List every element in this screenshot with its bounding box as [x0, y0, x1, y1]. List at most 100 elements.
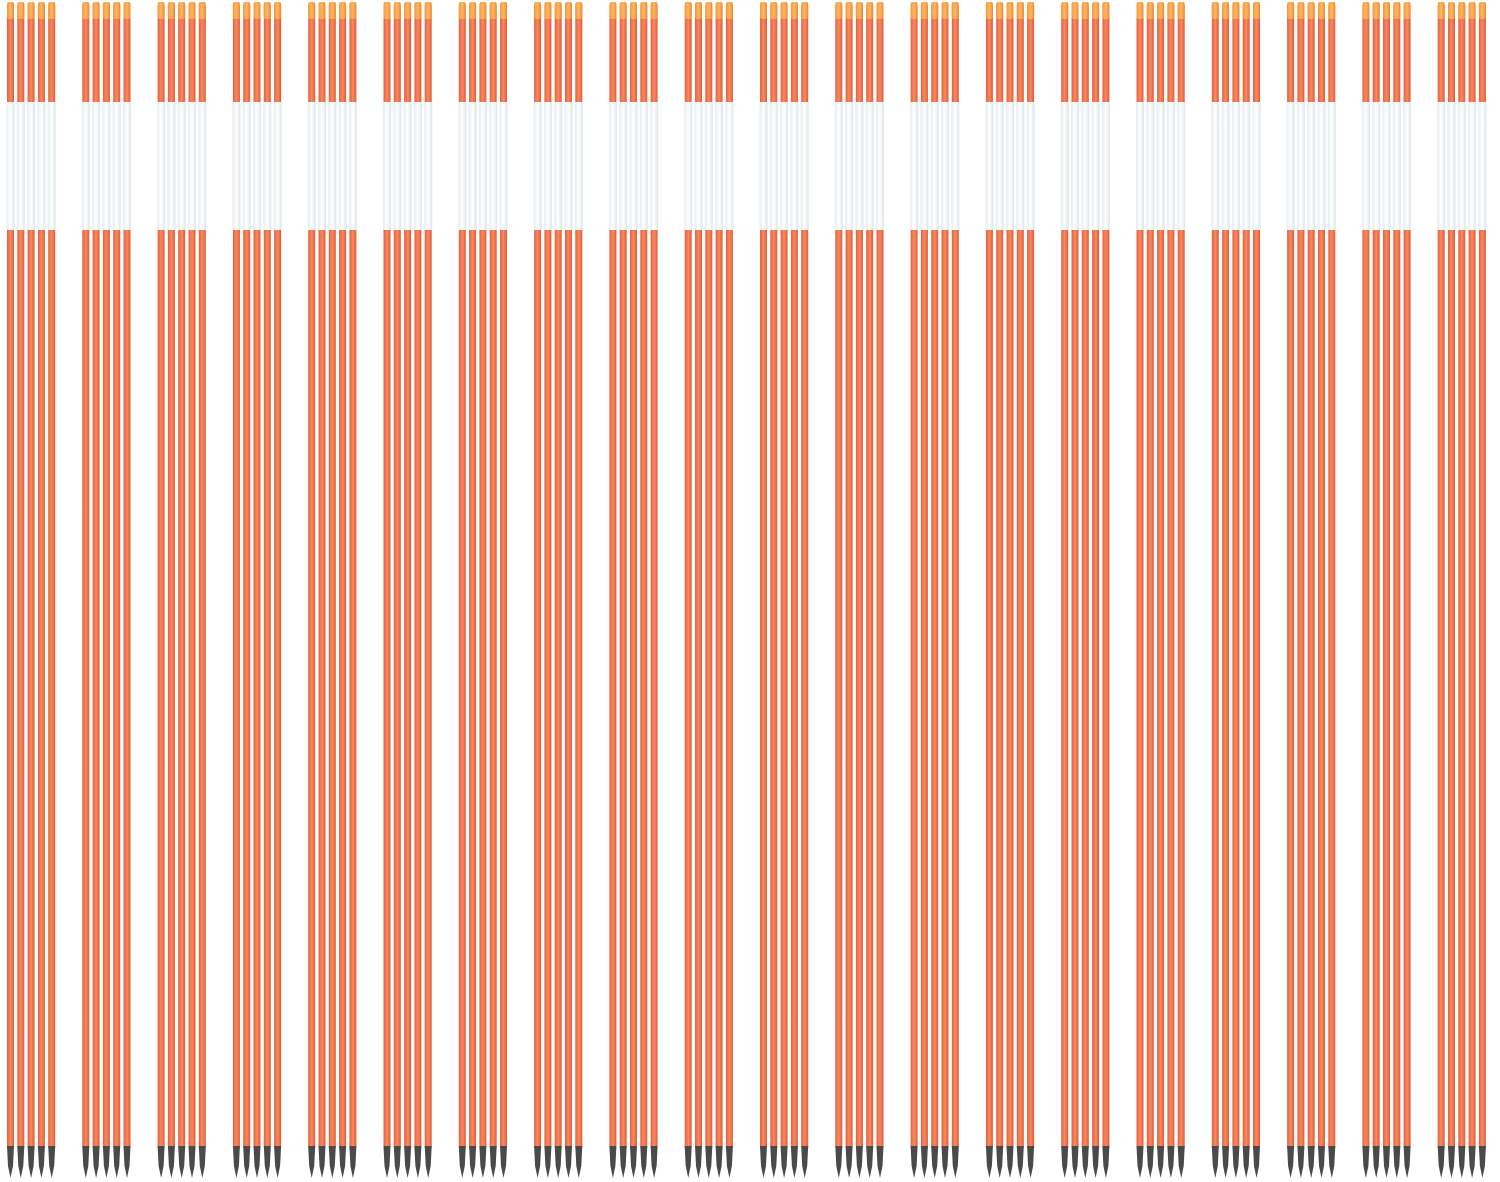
stake [1006, 2, 1014, 1178]
stake-cap [123, 2, 131, 19]
stake-rod [650, 6, 658, 1148]
stake-tip [1102, 1146, 1110, 1178]
stake-bundle [383, 2, 433, 1178]
stake [112, 2, 121, 1178]
stake [769, 2, 778, 1178]
stake-rod [253, 6, 261, 1148]
stake-rod [910, 6, 918, 1148]
stake-tip [855, 1146, 863, 1178]
stake [468, 2, 477, 1178]
reflective-band [1437, 102, 1446, 230]
stake-cap [243, 2, 251, 19]
stake [47, 2, 56, 1178]
stake-tip [1081, 1146, 1089, 1178]
stakes [6, 2, 1487, 1178]
stake [834, 2, 843, 1178]
reflective-band [393, 102, 402, 230]
stake-tip [339, 1146, 347, 1178]
stake [1403, 2, 1412, 1178]
stake-tip [1232, 1146, 1240, 1178]
stake-rod [37, 6, 45, 1148]
stake [393, 2, 402, 1178]
reflective-band [1136, 102, 1144, 230]
reflective-band [1060, 102, 1069, 230]
stake-rod [188, 6, 196, 1148]
reflective-band [1156, 102, 1165, 230]
stake-cap [167, 2, 175, 19]
stake [543, 2, 552, 1178]
stake [307, 2, 316, 1178]
stake [715, 2, 724, 1178]
stake-rod [500, 6, 507, 1148]
stake-tip [534, 1146, 542, 1178]
reflective-band [1231, 102, 1240, 230]
stake-tip [102, 1146, 110, 1178]
stake-tip [1403, 1146, 1411, 1178]
stake-rod [489, 6, 497, 1148]
reflective-band [930, 102, 939, 230]
stake-rod [544, 6, 552, 1148]
stake [1307, 2, 1316, 1178]
reflective-band [769, 102, 778, 230]
stake-rod [1448, 6, 1455, 1148]
stake-bundle [232, 2, 282, 1178]
stake-tip [619, 1146, 627, 1178]
stake-rod [349, 6, 357, 1148]
stake [780, 2, 789, 1178]
stake-tip [554, 1146, 562, 1178]
stake-tip [920, 1146, 928, 1178]
stake [684, 2, 693, 1178]
stake-tip [1372, 1146, 1380, 1178]
stake-rod [1287, 6, 1295, 1148]
stake-rod [1092, 6, 1100, 1148]
stake [800, 2, 809, 1178]
stake-cap [263, 2, 271, 19]
reflective-band [273, 102, 282, 230]
stake-tip [274, 1146, 282, 1178]
stake-rod [931, 6, 939, 1148]
stake-tip [1297, 1146, 1305, 1178]
stake-bundle [458, 2, 508, 1178]
stake-tip [1242, 1146, 1250, 1178]
reflective-band [1252, 102, 1261, 230]
stake-tip [1448, 1146, 1455, 1178]
stake-tip [996, 1146, 1004, 1178]
stake [478, 2, 487, 1178]
stake [759, 2, 768, 1178]
stake [995, 2, 1004, 1178]
stake-tip [910, 1146, 918, 1178]
stake [1468, 2, 1477, 1178]
stake-tip [705, 1146, 713, 1178]
reflective-band [1447, 102, 1456, 230]
stake-cap [760, 2, 767, 19]
stake-tip [1157, 1146, 1165, 1178]
reflective-band [242, 102, 251, 230]
stake-cap [92, 2, 100, 19]
stake-rod [941, 6, 949, 1148]
stake-rod [565, 6, 572, 1148]
stake [1327, 2, 1336, 1178]
stake-tip [1318, 1146, 1325, 1178]
stake-cap [37, 2, 45, 19]
stake-bundle [1286, 2, 1336, 1178]
stake-bundle [985, 2, 1035, 1178]
reflective-band [403, 102, 412, 230]
reflective-band [1166, 102, 1175, 230]
stake-cap [1307, 2, 1315, 19]
stake [424, 2, 433, 1178]
stake-cap [619, 2, 627, 19]
stake-bundle [1136, 2, 1186, 1178]
stake-tip [1016, 1146, 1024, 1178]
stake-cap [1448, 2, 1455, 19]
stake-rod [424, 6, 432, 1148]
stake [704, 2, 713, 1178]
stake-rod [243, 6, 251, 1148]
reflective-band [694, 102, 703, 230]
stake-tip [1006, 1146, 1014, 1178]
stake-cap [1318, 2, 1325, 19]
stake-cap [650, 2, 658, 19]
stake-cap [801, 2, 809, 19]
reflective-band [348, 102, 357, 230]
stake-rod [102, 6, 110, 1148]
